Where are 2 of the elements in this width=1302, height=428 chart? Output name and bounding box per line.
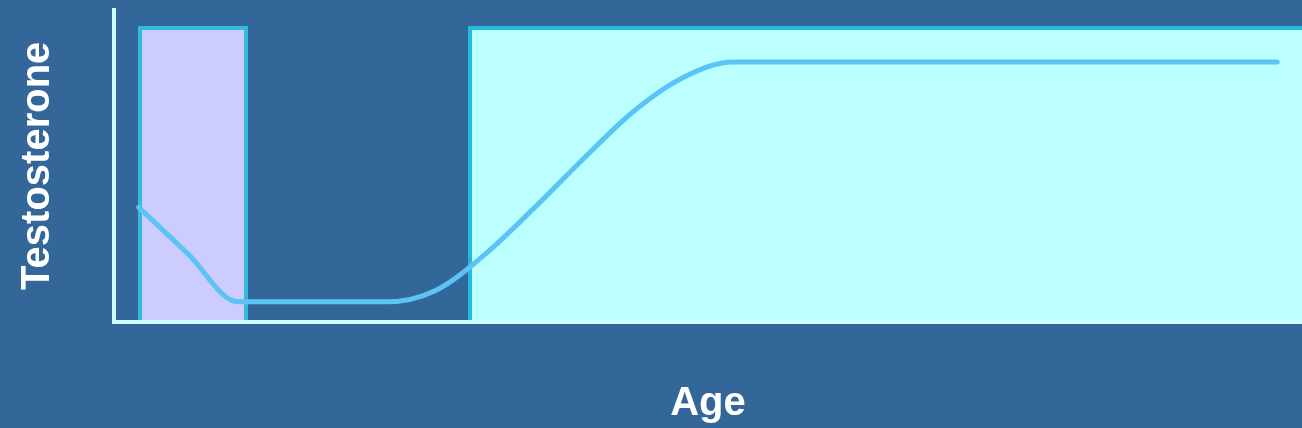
x-axis-title: Age <box>670 379 746 424</box>
y-axis-title: Testosterone <box>13 41 58 290</box>
